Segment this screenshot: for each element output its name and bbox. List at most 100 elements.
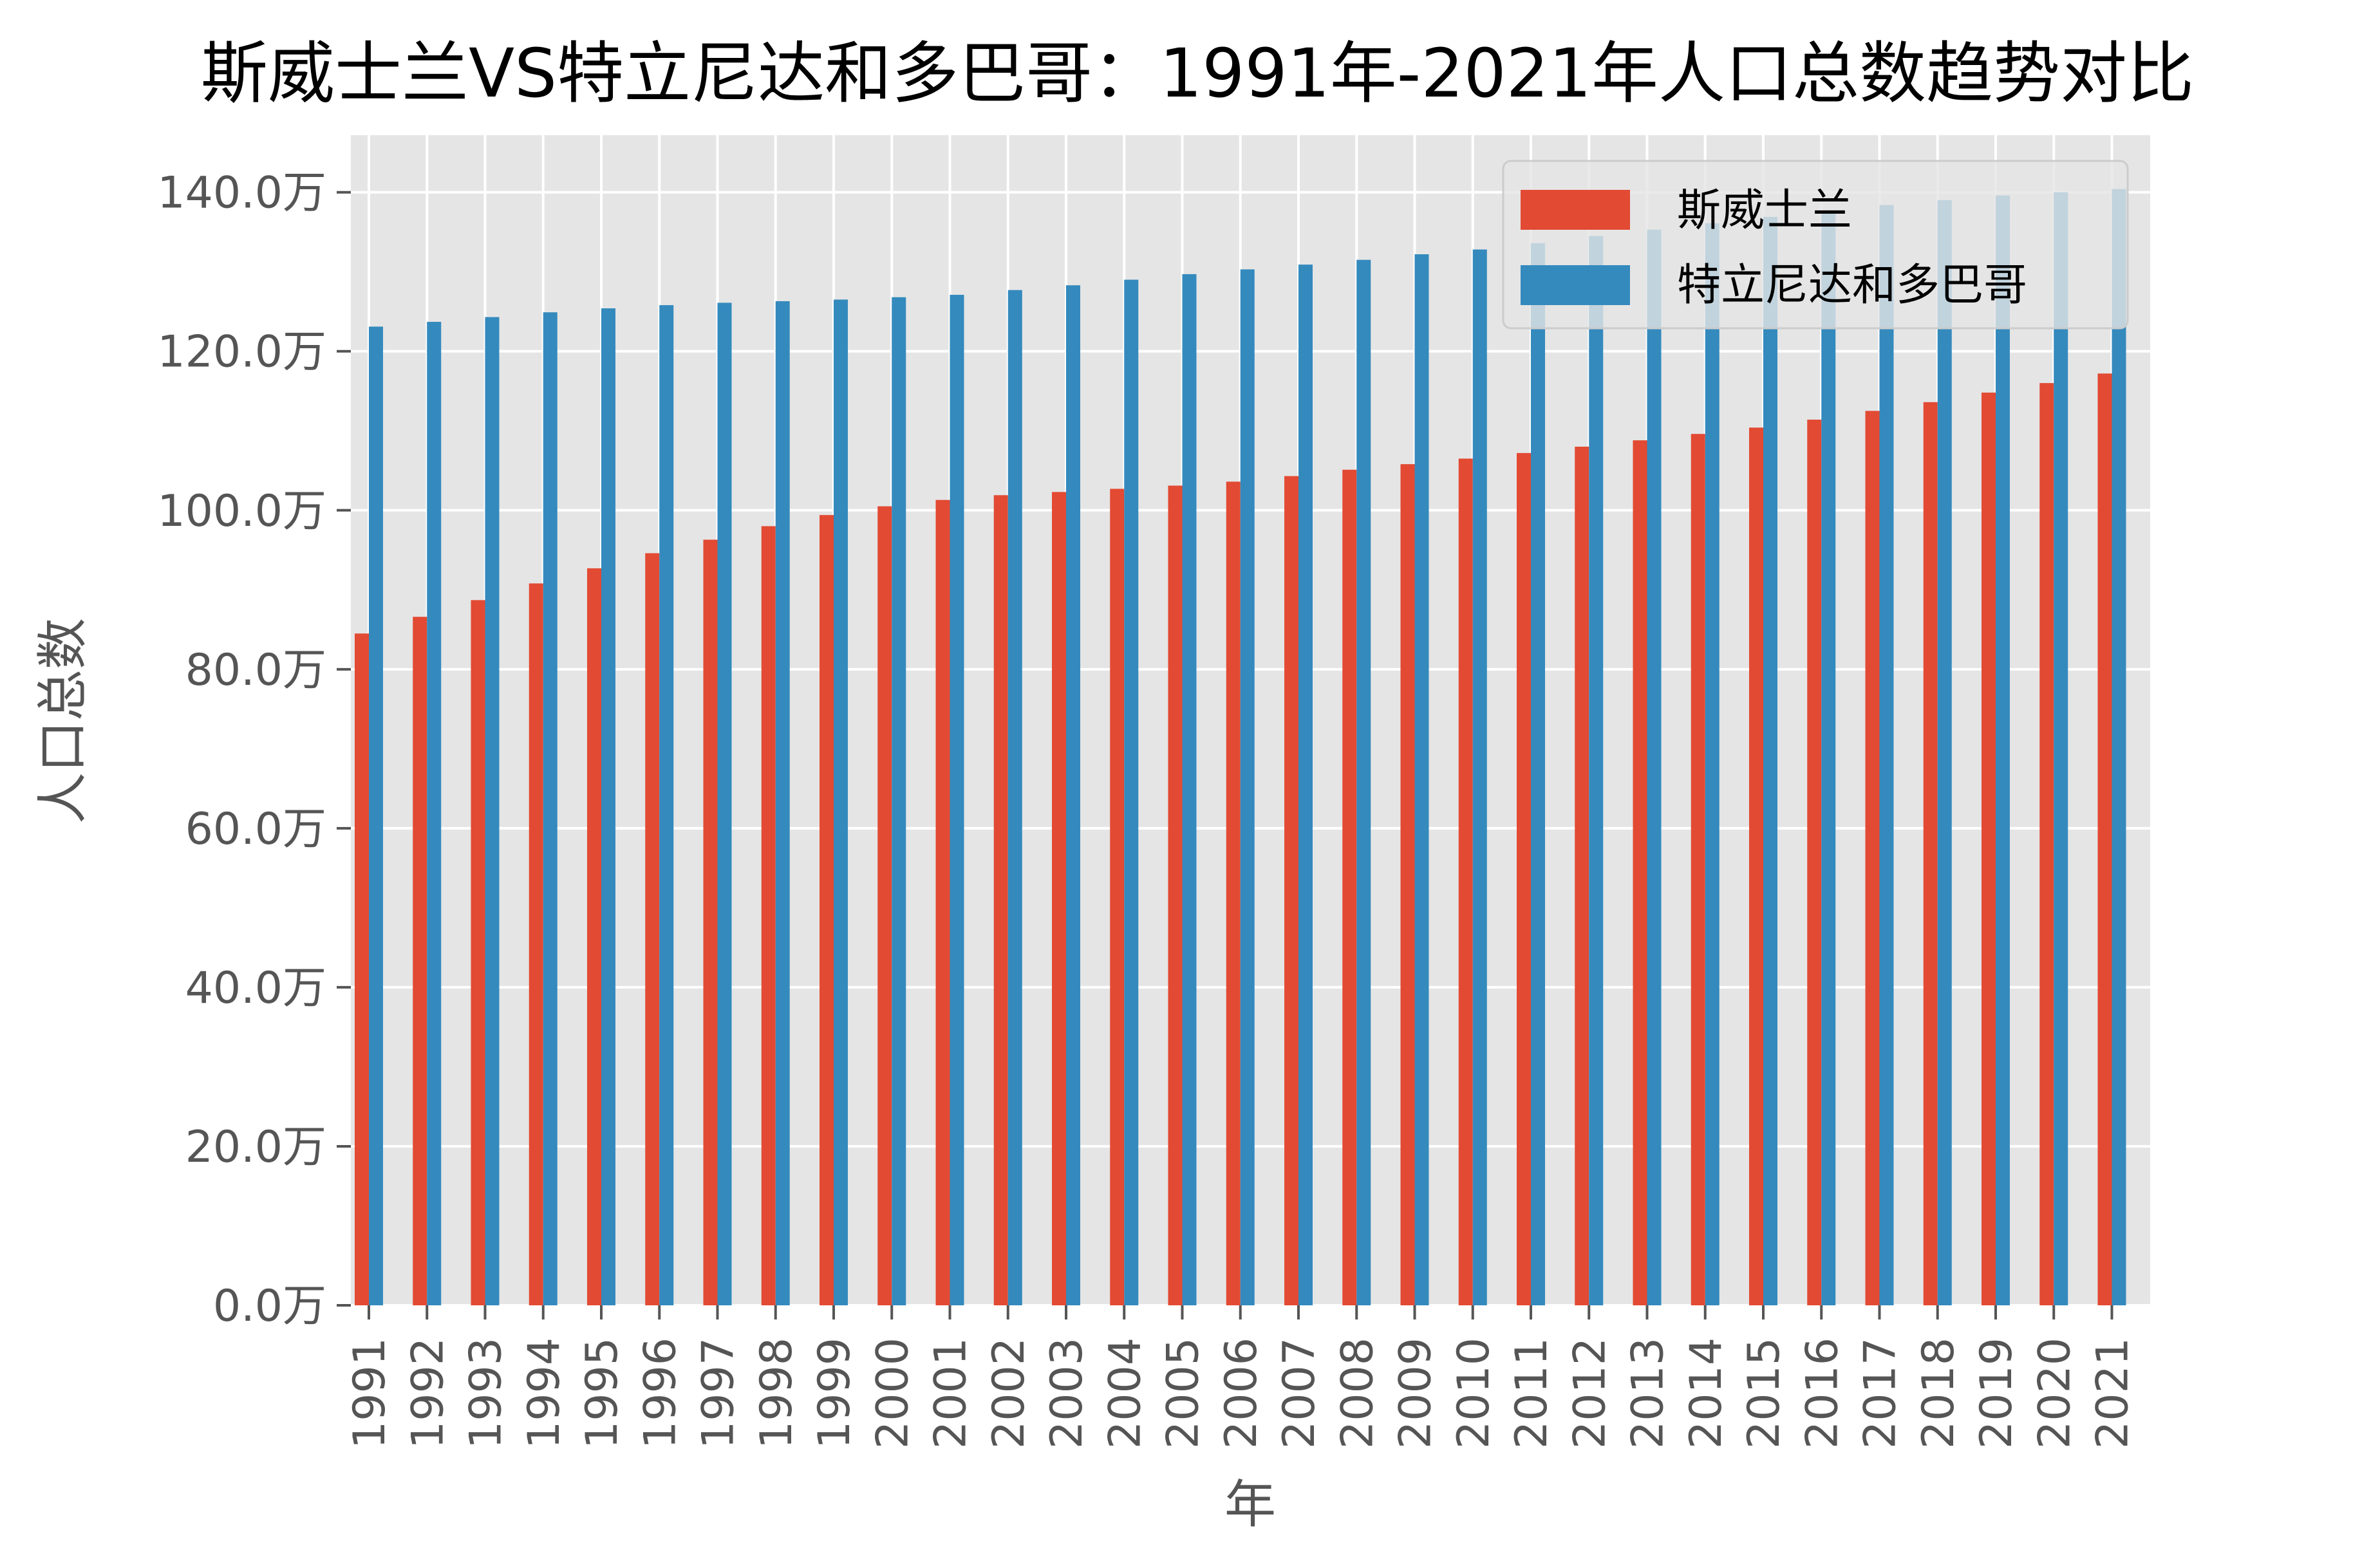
bar-trinidad-2006 — [1240, 269, 1255, 1306]
bar-eswatini-2019 — [1982, 392, 1996, 1305]
x-tick-label: 2021 — [2088, 1338, 2139, 1449]
bar-eswatini-2012 — [1575, 446, 1589, 1305]
x-tick-label: 1991 — [344, 1338, 395, 1449]
x-tick-label: 1993 — [461, 1338, 512, 1449]
legend-label-eswatini: 斯威士兰 — [1677, 185, 1852, 236]
x-axis: 1991 1992 1993 1994 1995 1996 1997 1998 1999 2000… — [344, 1305, 2139, 1449]
bar-eswatini-2008 — [1342, 469, 1357, 1306]
x-tick-label: 2014 — [1681, 1338, 1732, 1449]
bar-trinidad-1991 — [369, 326, 383, 1305]
legend: 斯威士兰 特立尼达和多巴哥 — [1502, 160, 2129, 330]
bar-trinidad-2010 — [1472, 249, 1487, 1306]
bar-trinidad-2012 — [1589, 236, 1604, 1305]
x-tick-label: 2010 — [1448, 1338, 1499, 1449]
bar-trinidad-1994 — [543, 312, 558, 1305]
bar-eswatini-2006 — [1226, 481, 1241, 1306]
bar-trinidad-1993 — [485, 317, 500, 1305]
x-tick-label: 1992 — [402, 1338, 453, 1449]
x-tick-label: 1995 — [577, 1338, 628, 1449]
bar-trinidad-2007 — [1298, 265, 1313, 1305]
x-tick-label: 1994 — [519, 1338, 570, 1449]
x-tick-label: 2009 — [1391, 1338, 1441, 1449]
bar-trinidad-2000 — [892, 297, 906, 1306]
bar-eswatini-1998 — [761, 526, 776, 1305]
y-tick-label: 120.0万 — [157, 327, 326, 378]
bar-trinidad-2008 — [1356, 259, 1371, 1306]
x-tick-label: 1998 — [751, 1338, 802, 1449]
bar-eswatini-1997 — [703, 539, 718, 1305]
y-tick-label: 140.0万 — [157, 168, 326, 219]
x-tick-label: 2000 — [867, 1338, 918, 1449]
x-tick-label: 2001 — [926, 1338, 977, 1449]
bar-trinidad-1999 — [834, 299, 848, 1306]
y-tick-label: 60.0万 — [185, 804, 326, 855]
bar-trinidad-2019 — [1996, 195, 2010, 1306]
bar-eswatini-1992 — [413, 617, 427, 1305]
bar-eswatini-2018 — [1923, 402, 1938, 1306]
x-tick-label: 2002 — [984, 1338, 1035, 1449]
bar-trinidad-1997 — [717, 303, 732, 1305]
x-tick-label: 2020 — [2029, 1338, 2080, 1449]
bar-trinidad-2003 — [1066, 285, 1080, 1305]
x-tick-label: 1999 — [809, 1338, 860, 1449]
y-tick-label: 40.0万 — [185, 963, 326, 1014]
legend-swatch-eswatini — [1521, 190, 1630, 230]
x-tick-label: 2008 — [1332, 1338, 1383, 1449]
chart-title: 斯威士兰VS特立尼达和多巴哥：1991年-2021年人口总数趋势对比 — [201, 34, 2194, 113]
bar-eswatini-2017 — [1865, 411, 1880, 1306]
bar-trinidad-2009 — [1414, 254, 1429, 1305]
bar-trinidad-2011 — [1531, 243, 1545, 1305]
bar-trinidad-2014 — [1705, 223, 1719, 1305]
bar-eswatini-2021 — [2097, 373, 2112, 1305]
bar-eswatini-1993 — [471, 600, 485, 1305]
y-tick-label: 0.0万 — [213, 1281, 326, 1332]
bar-eswatini-2005 — [1168, 485, 1183, 1305]
bar-eswatini-1991 — [355, 633, 369, 1306]
bar-eswatini-2001 — [935, 499, 950, 1305]
bar-eswatini-1996 — [645, 553, 660, 1305]
x-tick-label: 2013 — [1623, 1338, 1674, 1449]
x-tick-label: 2016 — [1797, 1338, 1848, 1449]
bar-trinidad-1992 — [427, 322, 442, 1306]
bar-trinidad-2013 — [1647, 229, 1662, 1306]
x-axis-label: 年 — [1224, 1475, 1276, 1534]
bar-trinidad-2016 — [1821, 211, 1836, 1305]
bar-trinidad-2018 — [1937, 200, 1952, 1305]
bar-eswatini-2015 — [1749, 427, 1763, 1305]
bar-trinidad-2015 — [1763, 216, 1777, 1305]
bar-trinidad-2001 — [950, 295, 964, 1305]
bar-eswatini-2000 — [877, 506, 892, 1305]
bar-trinidad-2002 — [1007, 290, 1022, 1306]
bar-trinidad-2005 — [1182, 274, 1197, 1305]
bar-eswatini-2007 — [1284, 476, 1298, 1305]
x-tick-label: 2019 — [1971, 1338, 2022, 1449]
bar-eswatini-2013 — [1633, 440, 1647, 1306]
bar-trinidad-1996 — [659, 305, 674, 1305]
bar-eswatini-2014 — [1691, 434, 1705, 1305]
x-tick-label: 2017 — [1855, 1338, 1906, 1449]
x-tick-label: 2015 — [1739, 1338, 1790, 1449]
x-tick-label: 2004 — [1100, 1338, 1150, 1449]
x-tick-label: 2012 — [1564, 1338, 1615, 1449]
y-axis: 0.0万 20.0万 40.0万 60.0万 80.0万 100.0万 120.0万 140.… — [157, 168, 351, 1332]
bar-eswatini-2002 — [993, 495, 1008, 1305]
bar-eswatini-1994 — [529, 583, 543, 1306]
x-tick-label: 2005 — [1158, 1338, 1209, 1449]
x-tick-label: 2011 — [1506, 1338, 1557, 1449]
bar-trinidad-1995 — [601, 308, 615, 1305]
x-tick-label: 2006 — [1216, 1338, 1267, 1449]
bar-trinidad-2020 — [2054, 192, 2068, 1305]
x-tick-label: 2003 — [1042, 1338, 1092, 1449]
bar-eswatini-2010 — [1458, 458, 1473, 1305]
y-tick-label: 100.0万 — [157, 486, 326, 537]
bars — [355, 189, 2126, 1306]
bar-eswatini-2016 — [1807, 419, 1822, 1306]
y-tick-label: 20.0万 — [185, 1122, 326, 1173]
bar-eswatini-1999 — [820, 515, 834, 1305]
bar-trinidad-2021 — [2112, 189, 2126, 1306]
x-tick-label: 1996 — [635, 1338, 686, 1449]
y-axis-label: 人口总数 — [33, 618, 93, 824]
bar-trinidad-2017 — [1879, 205, 1894, 1305]
